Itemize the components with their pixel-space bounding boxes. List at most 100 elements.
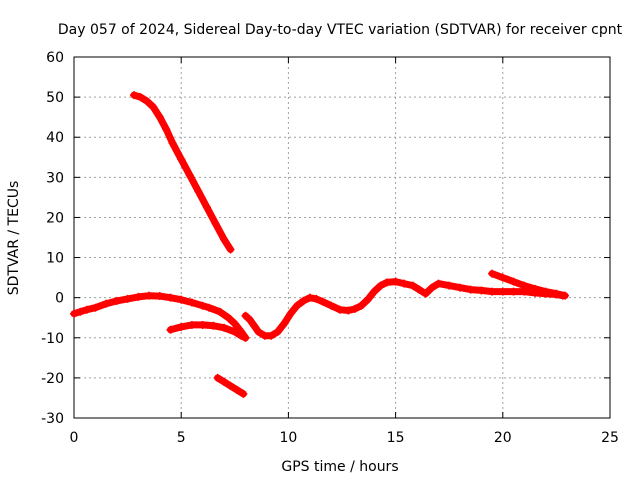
data-point <box>541 287 550 296</box>
data-point <box>162 125 171 134</box>
data-point <box>112 296 121 305</box>
data-point <box>363 295 372 304</box>
data-point <box>232 385 241 394</box>
x-tick-label: 20 <box>494 430 512 446</box>
data-point <box>344 306 353 315</box>
data-point <box>552 289 561 298</box>
data-point <box>136 93 145 102</box>
data-point <box>194 187 203 196</box>
data-point <box>215 307 224 316</box>
data-point <box>455 283 464 292</box>
data-point <box>421 289 430 298</box>
data-point <box>209 321 218 330</box>
data-point <box>198 320 207 329</box>
data-point <box>198 301 207 310</box>
data-point <box>428 283 437 292</box>
data-point <box>82 305 91 314</box>
data-point <box>155 113 164 122</box>
data-point <box>357 301 366 310</box>
data-point <box>391 277 400 286</box>
data-point <box>166 325 175 334</box>
data-point <box>400 279 409 288</box>
y-axis-label: SDTVAR / TECUs <box>6 181 22 296</box>
data-point <box>168 139 177 148</box>
data-point <box>76 307 85 316</box>
data-point <box>466 285 475 294</box>
x-axis-label: GPS time / hours <box>281 459 398 475</box>
data-point <box>376 281 385 290</box>
data-point <box>211 219 220 228</box>
data-point <box>149 103 158 112</box>
x-tick-label: 0 <box>70 430 79 446</box>
data-point <box>245 315 254 324</box>
data-point <box>509 277 518 286</box>
data-point <box>70 309 78 318</box>
axis-ticks: 0 5 10 15 20 25 -30 -20 -10 0 10 20 30 40 50 60 <box>41 50 619 446</box>
data-point <box>560 291 569 300</box>
data-point <box>445 281 454 290</box>
y-tick-label: -10 <box>41 331 64 347</box>
data-point <box>220 323 229 332</box>
data-point <box>312 294 321 303</box>
y-tick-label: -30 <box>41 411 64 427</box>
data-point <box>335 305 344 314</box>
y-tick-label: 60 <box>46 50 64 66</box>
data-point <box>187 298 196 307</box>
chart-title: Day 057 of 2024, Sidereal Day-to-day VTE… <box>58 22 623 38</box>
data-point <box>185 171 194 180</box>
data-point <box>520 281 529 290</box>
data-point <box>292 301 301 310</box>
data-point <box>241 333 250 342</box>
data-point <box>102 299 111 308</box>
y-tick-label: -20 <box>41 371 64 387</box>
data-point <box>205 303 214 312</box>
data-points <box>70 91 569 398</box>
data-point <box>250 321 259 330</box>
data-point <box>280 319 289 328</box>
data-point <box>220 235 229 244</box>
data-point <box>350 304 359 313</box>
data-point <box>286 309 295 318</box>
data-point <box>267 331 276 340</box>
data-point <box>509 287 518 296</box>
data-point <box>370 287 379 296</box>
x-tick-label: 15 <box>387 430 405 446</box>
grid-lines <box>74 57 610 418</box>
data-point <box>241 311 250 320</box>
data-point <box>130 91 139 100</box>
x-tick-label: 25 <box>601 430 619 446</box>
data-point <box>177 155 186 164</box>
data-point <box>488 287 497 296</box>
y-tick-label: 10 <box>46 251 64 267</box>
x-tick-label: 5 <box>177 430 186 446</box>
data-segment-5 <box>242 278 567 340</box>
data-point <box>434 279 443 288</box>
data-point <box>488 269 497 278</box>
data-point <box>299 296 308 305</box>
y-tick-label: 0 <box>55 291 64 307</box>
plot-frame <box>73 56 611 419</box>
data-point <box>177 322 186 331</box>
y-tick-label: 50 <box>46 90 64 106</box>
data-point <box>213 373 222 382</box>
data-point <box>230 327 239 336</box>
data-point <box>202 203 211 212</box>
data-point <box>477 286 486 295</box>
x-tick-label: 10 <box>279 430 297 446</box>
data-point <box>273 327 282 336</box>
data-segment-2 <box>130 91 234 253</box>
data-point <box>408 281 417 290</box>
data-point <box>318 297 327 306</box>
data-point <box>226 245 235 254</box>
data-point <box>254 327 263 336</box>
data-point <box>239 389 248 398</box>
data-point <box>498 273 507 282</box>
data-point <box>383 278 392 287</box>
data-point <box>187 320 196 329</box>
data-point <box>226 381 235 390</box>
data-point <box>142 97 151 106</box>
data-point <box>134 292 143 301</box>
data-point <box>177 295 186 304</box>
data-point <box>166 293 175 302</box>
